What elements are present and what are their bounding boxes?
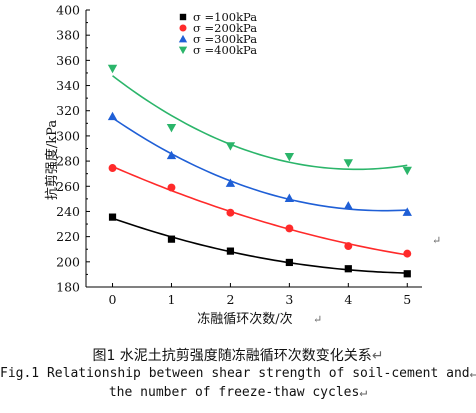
y-tick-label: 280 bbox=[56, 154, 80, 169]
return-mark: ↵ bbox=[359, 385, 368, 400]
data-point bbox=[285, 224, 294, 233]
legend-marker bbox=[178, 34, 188, 43]
data-point bbox=[285, 258, 293, 267]
data-point bbox=[167, 235, 176, 243]
figure-caption-english-line2: the number of freeze-thaw cycles↵ bbox=[0, 385, 476, 400]
data-point bbox=[107, 64, 118, 74]
data-point bbox=[402, 207, 412, 216]
data-point bbox=[107, 111, 118, 121]
y-tick-label: 180 bbox=[56, 280, 80, 295]
return-mark: ↵ bbox=[313, 313, 322, 326]
x-tick-label: 4 bbox=[344, 292, 352, 307]
caption-en-text-1: Fig.1 Relationship between shear strengt… bbox=[0, 366, 470, 381]
data-point bbox=[403, 270, 411, 278]
y-tick-label: 380 bbox=[56, 28, 80, 43]
data-point bbox=[226, 247, 235, 255]
y-tick-label: 300 bbox=[56, 128, 80, 143]
data-point bbox=[403, 249, 412, 258]
data-point bbox=[166, 150, 177, 160]
data-point bbox=[167, 183, 176, 192]
data-point bbox=[226, 208, 235, 217]
y-tick-label: 340 bbox=[56, 78, 80, 93]
data-point bbox=[344, 242, 353, 251]
data-point bbox=[225, 178, 236, 187]
return-mark: ↵ bbox=[371, 348, 384, 364]
return-mark: ↵ bbox=[469, 366, 476, 381]
y-tick-label: 400 bbox=[56, 3, 80, 18]
data-point bbox=[343, 201, 353, 210]
y-tick-label: 200 bbox=[56, 254, 80, 269]
fit-curve bbox=[112, 165, 408, 256]
data-point bbox=[166, 123, 177, 133]
x-axis-label: 冻融循环次数/次 bbox=[197, 311, 292, 327]
y-tick-label: 220 bbox=[56, 229, 80, 244]
data-markers bbox=[107, 64, 412, 278]
legend-label: σ =400kPa bbox=[193, 43, 257, 57]
fit-curve bbox=[112, 75, 408, 171]
fit-curve bbox=[112, 217, 408, 274]
legend-label: σ =200kPa bbox=[193, 21, 257, 35]
data-point bbox=[284, 193, 295, 202]
caption-en-text-2: the number of freeze-thaw cycles bbox=[108, 385, 360, 400]
figure-caption-english-line1: Fig.1 Relationship between shear strengt… bbox=[0, 366, 476, 381]
legend-marker bbox=[178, 46, 188, 55]
data-point bbox=[402, 166, 412, 176]
data-point bbox=[108, 164, 117, 172]
data-point bbox=[344, 265, 352, 273]
legend-marker bbox=[179, 24, 187, 32]
fit-curves bbox=[112, 75, 408, 274]
legend-label: σ =300kPa bbox=[193, 32, 257, 46]
fit-curve bbox=[112, 117, 408, 212]
y-tick-label: 260 bbox=[56, 179, 80, 194]
caption-zh-text: 图1 水泥土抗剪强度随冻融循环次数变化关系 bbox=[92, 348, 372, 364]
x-tick-label: 2 bbox=[226, 292, 234, 307]
data-point bbox=[284, 152, 295, 162]
legend-label: σ =100kPa bbox=[193, 10, 257, 24]
return-mark-right: ↵ bbox=[432, 234, 441, 247]
y-axis-label: 抗剪强度/kPa bbox=[44, 120, 60, 200]
figure-caption-chinese: 图1 水泥土抗剪强度随冻融循环次数变化关系↵ bbox=[0, 345, 476, 365]
x-tick-label: 1 bbox=[167, 292, 175, 307]
y-tick-label: 240 bbox=[56, 204, 80, 219]
y-tick-label: 360 bbox=[56, 53, 80, 68]
x-tick-label: 5 bbox=[403, 292, 411, 307]
y-tick-label: 320 bbox=[56, 103, 80, 118]
legend-marker bbox=[179, 13, 187, 21]
data-point bbox=[343, 159, 353, 168]
x-tick-label: 0 bbox=[109, 292, 117, 307]
chart-axes: 180 200 220 240 260 280 300 320 340 360 380 400 0 1 2 3… bbox=[56, 3, 422, 307]
x-tick-label: 3 bbox=[285, 292, 293, 307]
data-point bbox=[225, 142, 236, 151]
data-point bbox=[108, 213, 117, 221]
